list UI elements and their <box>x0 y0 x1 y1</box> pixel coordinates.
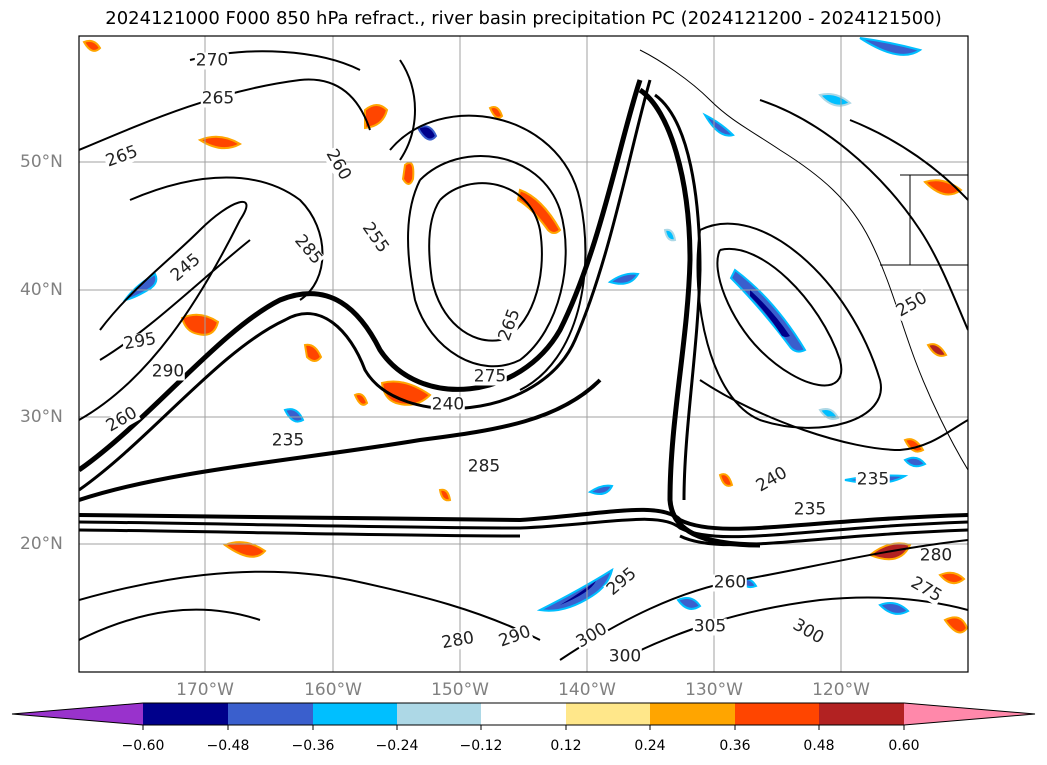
lon-label-170w: 170°W <box>176 680 234 700</box>
lon-label-130w: 130°W <box>685 680 743 700</box>
contour-label: 235 <box>792 499 828 520</box>
lon-label-140w: 140°W <box>558 680 616 700</box>
colorbar <box>11 702 1036 730</box>
colorbar-tick-label: −0.48 <box>206 738 250 754</box>
lat-label-50n: 50°N <box>20 152 63 172</box>
colorbar-extend-max <box>904 703 1035 725</box>
colorbar-swatch <box>228 703 313 725</box>
contour-label: 275 <box>472 366 508 387</box>
lon-label-120w: 120°W <box>812 680 870 700</box>
colorbar-tick-label: −0.24 <box>375 738 419 754</box>
contour-label: 285 <box>466 456 502 477</box>
colorbar-tick-label: 0.24 <box>634 738 666 754</box>
colorbar-tick-label: 0.12 <box>550 738 582 754</box>
colorbar-tick-label: 0.60 <box>888 738 920 754</box>
lon-label-150w: 150°W <box>431 680 489 700</box>
contour-label: 290 <box>150 361 186 382</box>
contour-label: 270 <box>194 50 230 71</box>
lat-label-30n: 30°N <box>20 407 63 427</box>
coastline <box>639 49 968 471</box>
colorbar-tick-label: −0.36 <box>291 738 335 754</box>
contour-label: 280 <box>918 545 954 566</box>
colorbar-swatch <box>481 703 566 725</box>
precip-anomaly-shading <box>82 37 968 634</box>
graticule <box>79 36 968 672</box>
contour-label: 265 <box>200 88 236 109</box>
colorbar-swatch <box>735 703 819 725</box>
colorbar-swatch <box>397 703 481 725</box>
colorbar-tick-label: −0.60 <box>121 738 165 754</box>
contour-label: 300 <box>607 646 643 667</box>
colorbar-swatch <box>650 703 735 725</box>
colorbar-swatch <box>143 703 228 725</box>
colorbar-swatch <box>819 703 904 725</box>
colorbar-tick-label: 0.36 <box>719 738 751 754</box>
refractivity-contours <box>79 50 968 661</box>
colorbar-tick-label: 0.48 <box>803 738 835 754</box>
lat-label-20n: 20°N <box>20 534 63 554</box>
colorbar-swatch <box>566 703 650 725</box>
map-title: 2024121000 F000 850 hPa refract., river … <box>105 8 942 29</box>
colorbar-tick-label: −0.12 <box>459 738 503 754</box>
contour-label: 240 <box>430 394 466 415</box>
contour-label: 235 <box>855 469 891 490</box>
contour-label: 305 <box>692 616 728 637</box>
lat-label-40n: 40°N <box>20 280 63 300</box>
lon-label-160w: 160°W <box>304 680 362 700</box>
contour-label: 260 <box>712 572 748 593</box>
colorbar-swatch <box>313 703 397 725</box>
colorbar-extend-min <box>12 703 143 725</box>
contour-label: 235 <box>270 430 306 451</box>
